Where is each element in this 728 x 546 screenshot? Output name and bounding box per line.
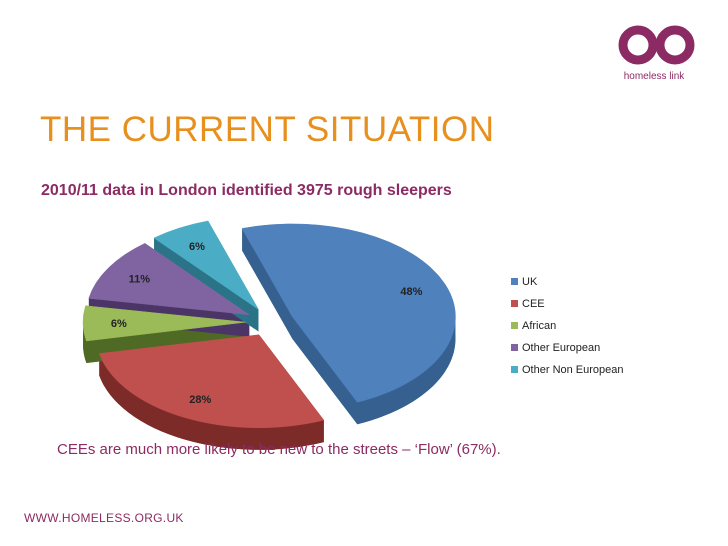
- pie-slice-african: [82, 305, 247, 342]
- website-footer: WWW.HOMELESS.ORG.UK: [24, 511, 184, 525]
- legend-swatch-other-european: [511, 344, 518, 351]
- pie-slice-cee: [98, 334, 325, 428]
- pie-slice-other-non-european: [153, 220, 259, 310]
- pie-slice-wall-uk: [357, 316, 456, 425]
- pie-label-other-european: 11%: [129, 273, 151, 285]
- logo-text: homeless link: [623, 71, 685, 82]
- legend-label-african: African: [522, 320, 556, 332]
- pie-slice-edge-uk-1: [292, 316, 358, 425]
- pie-label-group: 48% 28% 6% 11% 6%: [111, 241, 423, 406]
- flow-note: CEEs are much more likely to be new to t…: [57, 441, 501, 458]
- pie-label-other-non-european: 6%: [189, 241, 205, 253]
- legend-swatch-cee: [511, 300, 518, 307]
- pie-label-african: 6%: [111, 318, 127, 330]
- page-subtitle: 2010/11 data in London identified 3975 r…: [41, 182, 452, 199]
- legend-swatch-african: [511, 322, 518, 329]
- pie-slice-group: [82, 220, 456, 428]
- pie-label-cee: 28%: [189, 394, 211, 406]
- pie-label-uk: 48%: [400, 286, 422, 298]
- pie-slice-other-european: [88, 243, 250, 316]
- homeless-link-logo: [618, 25, 695, 65]
- pie-slice-edge-uk-0: [242, 228, 293, 339]
- legend-label-cee: CEE: [522, 298, 545, 310]
- legend-swatch-other-non-european: [511, 366, 518, 373]
- legend-label-uk: UK: [522, 276, 538, 288]
- chart-legend: UK CEE African Other European Other Non Euro…: [511, 276, 624, 376]
- pie-slice-wall-cee: [99, 353, 324, 450]
- legend-label-other-european: Other European: [522, 342, 600, 354]
- legend-label-other-non-european: Other Non European: [522, 364, 624, 376]
- pie-slice-uk: [241, 223, 456, 403]
- page-title: THE CURRENT SITUATION: [40, 110, 495, 149]
- legend-swatch-uk: [511, 278, 518, 285]
